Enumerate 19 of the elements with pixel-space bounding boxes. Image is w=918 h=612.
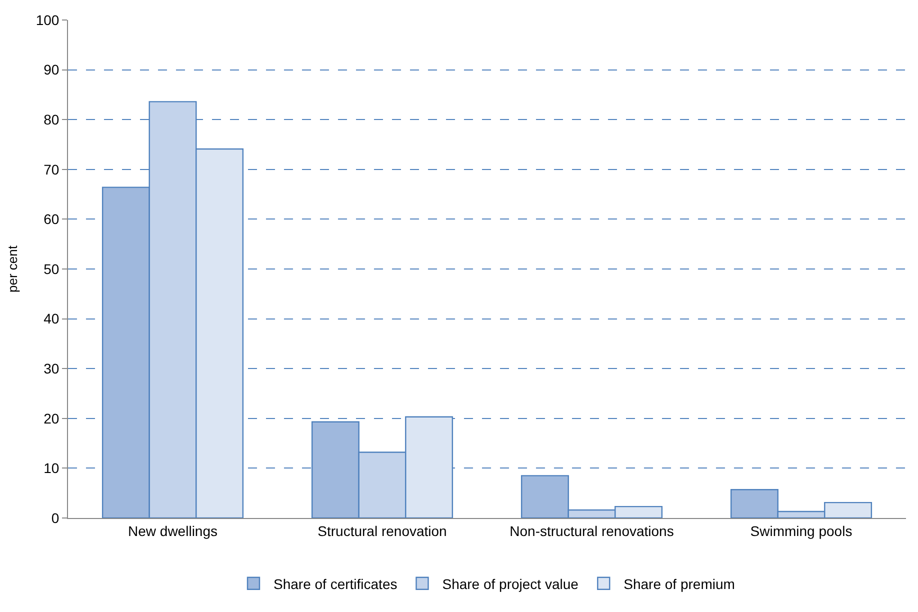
y-axis-title: per cent bbox=[4, 245, 20, 292]
y-tick-label: 0 bbox=[51, 510, 60, 526]
y-tick-label: 90 bbox=[44, 62, 60, 78]
x-tick-label: New dwellings bbox=[128, 522, 218, 539]
x-tick-label: Structural renovation bbox=[318, 522, 447, 539]
y-tick-label: 30 bbox=[44, 360, 60, 376]
y-tick-label: 60 bbox=[44, 211, 60, 228]
y-tick-label: 10 bbox=[44, 460, 60, 476]
legend-label: Share of premium bbox=[624, 576, 735, 592]
legend-label: Share of certificates bbox=[274, 576, 398, 592]
y-tick-label: 40 bbox=[44, 310, 60, 327]
y-tick-label: 70 bbox=[44, 161, 60, 178]
y-tick-label: 80 bbox=[44, 112, 60, 128]
y-tick-label: 20 bbox=[44, 410, 60, 426]
x-tick-label: Non-structural renovations bbox=[510, 522, 674, 539]
y-tick-label: 50 bbox=[44, 260, 60, 277]
legend-label: Share of project value bbox=[442, 576, 579, 592]
x-tick-label: Swimming pools bbox=[750, 522, 852, 539]
y-tick-label: 100 bbox=[36, 12, 60, 28]
